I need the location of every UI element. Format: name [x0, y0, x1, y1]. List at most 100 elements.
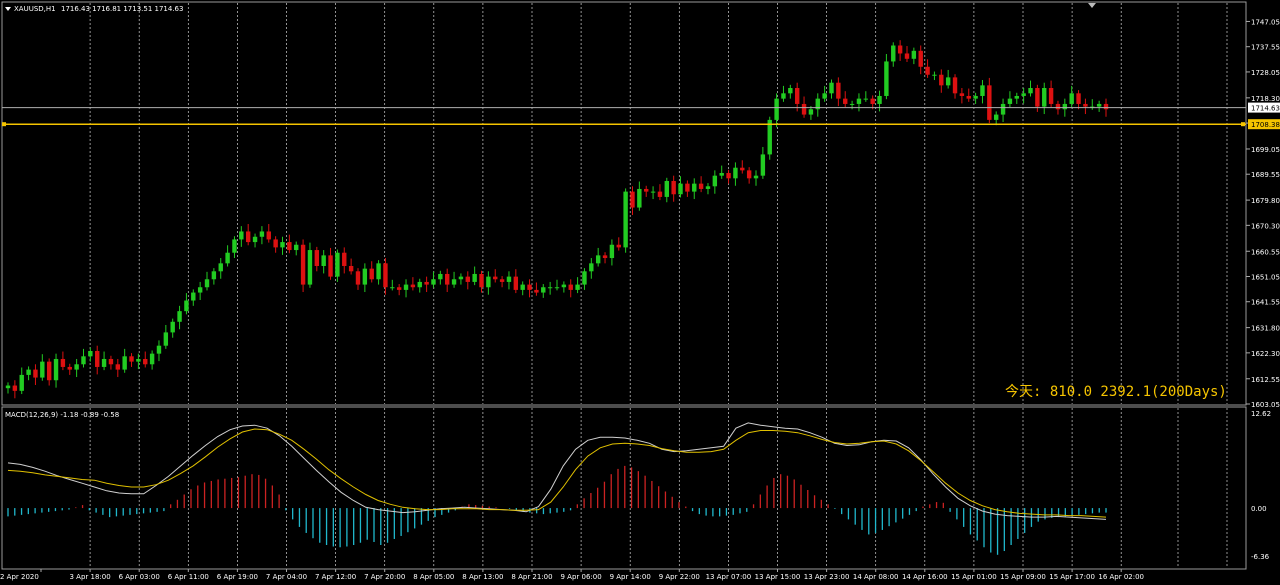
candle-body[interactable]	[431, 279, 436, 285]
candle-body[interactable]	[424, 281, 429, 285]
candle-body[interactable]	[1021, 93, 1026, 96]
candle-body[interactable]	[396, 287, 402, 290]
candle-body[interactable]	[609, 244, 615, 259]
candle-body[interactable]	[499, 279, 505, 282]
candle-body[interactable]	[273, 239, 278, 248]
candle-body[interactable]	[5, 385, 11, 389]
candle-body[interactable]	[602, 255, 608, 259]
candle-body[interactable]	[46, 361, 52, 381]
candle-body[interactable]	[362, 268, 368, 285]
candle-body[interactable]	[781, 93, 786, 99]
candle-body[interactable]	[637, 188, 642, 208]
candle-body[interactable]	[88, 351, 93, 357]
candle-body[interactable]	[897, 45, 903, 54]
candle-body[interactable]	[794, 88, 800, 104]
candle-body[interactable]	[1035, 88, 1040, 107]
candle-body[interactable]	[438, 273, 443, 280]
candle-body[interactable]	[547, 287, 553, 289]
candle-body[interactable]	[184, 300, 189, 312]
candle-body[interactable]	[1076, 93, 1081, 104]
candle-body[interactable]	[417, 281, 422, 288]
candle-body[interactable]	[595, 255, 601, 264]
chart-shift-marker-icon[interactable]	[1088, 3, 1096, 8]
candle-body[interactable]	[19, 374, 24, 391]
candle-body[interactable]	[307, 250, 313, 285]
candle-body[interactable]	[561, 284, 567, 288]
candle-body[interactable]	[554, 287, 560, 289]
candle-body[interactable]	[836, 82, 841, 99]
symbol-dropdown-icon[interactable]	[5, 7, 11, 11]
candle-body[interactable]	[527, 284, 532, 290]
candle-body[interactable]	[12, 385, 18, 391]
candle-body[interactable]	[815, 98, 820, 110]
candle-body[interactable]	[973, 95, 978, 99]
candle-body[interactable]	[698, 183, 704, 189]
candle-body[interactable]	[849, 103, 855, 105]
candle-body[interactable]	[26, 369, 31, 375]
candle-body[interactable]	[767, 119, 772, 155]
candle-body[interactable]	[788, 88, 793, 94]
candle-body[interactable]	[740, 167, 745, 171]
candle-body[interactable]	[335, 252, 340, 277]
candle-body[interactable]	[987, 85, 992, 120]
candle-body[interactable]	[245, 231, 251, 243]
candle-body[interactable]	[911, 50, 917, 59]
candle-body[interactable]	[479, 273, 484, 288]
candle-body[interactable]	[136, 358, 141, 362]
candle-body[interactable]	[348, 265, 354, 272]
candle-body[interactable]	[1055, 103, 1061, 110]
candle-body[interactable]	[204, 279, 210, 288]
candle-body[interactable]	[685, 183, 690, 192]
candle-body[interactable]	[191, 292, 196, 301]
candle-body[interactable]	[1000, 103, 1006, 115]
candle-body[interactable]	[650, 191, 656, 193]
candle-body[interactable]	[630, 191, 635, 208]
candle-body[interactable]	[369, 268, 374, 280]
candle-body[interactable]	[376, 263, 381, 280]
candle-body[interactable]	[904, 53, 910, 59]
candle-body[interactable]	[445, 273, 450, 285]
candle-body[interactable]	[616, 244, 621, 248]
candle-body[interactable]	[300, 244, 306, 285]
candle-body[interactable]	[40, 361, 45, 378]
candle-body[interactable]	[671, 180, 676, 195]
candle-body[interactable]	[726, 173, 731, 179]
candle-body[interactable]	[1069, 93, 1074, 104]
candle-body[interactable]	[829, 82, 834, 94]
candle-body[interactable]	[966, 95, 971, 99]
candle-body[interactable]	[623, 191, 628, 248]
candle-body[interactable]	[808, 109, 814, 115]
candle-body[interactable]	[774, 98, 779, 120]
candle-body[interactable]	[328, 255, 333, 277]
candle-body[interactable]	[143, 358, 148, 365]
candle-body[interactable]	[74, 364, 79, 370]
candle-body[interactable]	[129, 356, 134, 362]
candle-body[interactable]	[294, 244, 299, 251]
candle-body[interactable]	[932, 74, 937, 76]
candle-body[interactable]	[1062, 103, 1068, 110]
level-line-handle-right[interactable]	[1241, 122, 1245, 127]
candle-body[interactable]	[705, 186, 711, 189]
candle-body[interactable]	[678, 183, 683, 195]
candle-body[interactable]	[945, 77, 951, 86]
candle-body[interactable]	[149, 353, 155, 365]
candle-body[interactable]	[266, 231, 271, 240]
candle-body[interactable]	[287, 242, 292, 251]
candle-body[interactable]	[760, 154, 766, 176]
candle-body[interactable]	[856, 98, 862, 104]
candle-body[interactable]	[568, 284, 573, 290]
candle-body[interactable]	[712, 175, 718, 187]
candle-body[interactable]	[156, 345, 162, 354]
candle-body[interactable]	[115, 364, 120, 370]
candle-body[interactable]	[1028, 88, 1033, 94]
candle-body[interactable]	[870, 98, 875, 104]
candle-body[interactable]	[753, 175, 759, 179]
candle-body[interactable]	[342, 252, 347, 266]
candle-body[interactable]	[60, 358, 66, 367]
candle-body[interactable]	[451, 279, 457, 285]
candle-body[interactable]	[410, 284, 416, 288]
candle-body[interactable]	[1083, 103, 1088, 107]
candle-body[interactable]	[994, 114, 999, 120]
candle-body[interactable]	[733, 167, 738, 179]
candle-body[interactable]	[458, 276, 464, 280]
